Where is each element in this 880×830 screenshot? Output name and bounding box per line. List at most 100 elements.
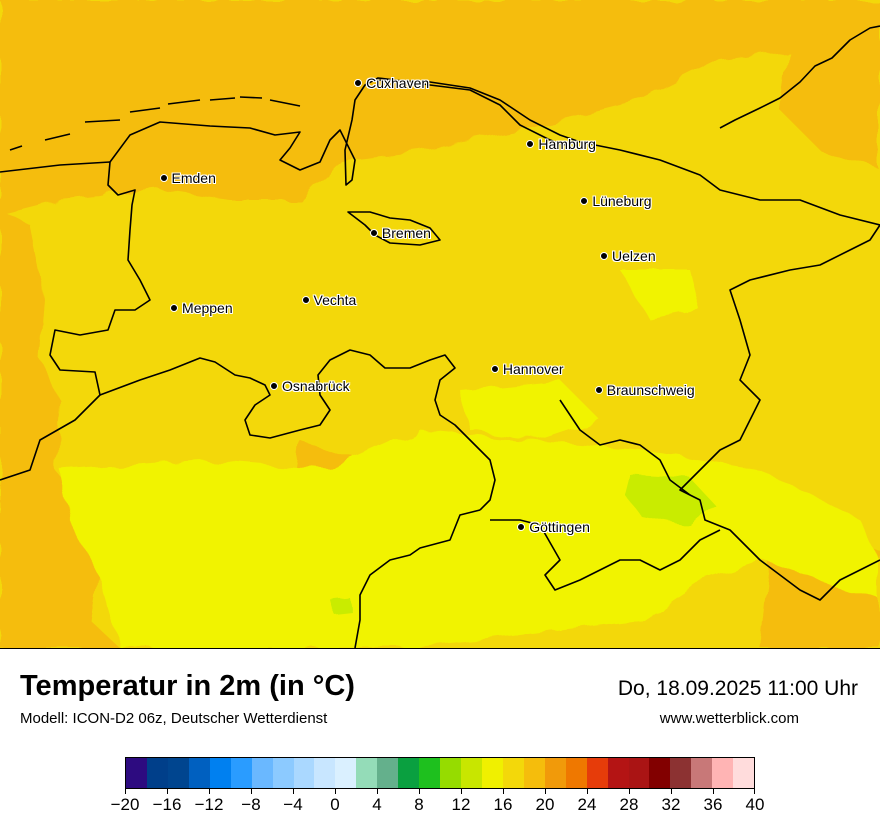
- website-link[interactable]: www.wetterblick.com: [659, 710, 799, 727]
- colorbar-segment: [167, 758, 189, 788]
- city-dot-icon: [594, 385, 603, 394]
- colorbar-segment: [461, 758, 482, 788]
- colorbar-segment: [251, 758, 273, 788]
- colorbar-segment: [188, 758, 210, 788]
- city-dot-icon: [580, 197, 589, 206]
- temperature-field-warm-north: [0, 0, 880, 215]
- colorbar-segment: [293, 758, 315, 788]
- colorbar-segment: [377, 758, 399, 788]
- border-north-east: [719, 25, 880, 129]
- colorbar-tick-label: −4: [283, 795, 303, 814]
- city-marker: Braunschweig: [594, 381, 695, 398]
- colorbar-segment: [126, 758, 147, 788]
- colorbar-tick: [293, 789, 294, 794]
- colorbar-segment: [398, 758, 420, 788]
- city-marker: Vechta: [301, 292, 356, 308]
- colorbar-segment: [628, 758, 650, 788]
- colorbar-segment: [356, 758, 378, 788]
- city-dot-icon: [301, 296, 310, 305]
- colorbar-tick: [587, 789, 588, 794]
- colorbar-tick-label: 0: [330, 795, 340, 814]
- colorbar-tick-label: 16: [493, 795, 513, 814]
- colorbar-segment: [230, 758, 252, 788]
- city-marker: Uelzen: [600, 248, 656, 264]
- city-marker: Göttingen: [517, 519, 590, 535]
- border-east: [679, 224, 880, 601]
- city-marker: Meppen: [170, 300, 233, 316]
- city-marker: Cuxhaven: [354, 75, 429, 91]
- city-marker: Bremen: [369, 225, 431, 242]
- colorbar-tick-label: 12: [451, 795, 471, 814]
- colorbar-segment: [419, 758, 441, 788]
- city-label: Braunschweig: [606, 381, 695, 398]
- colorbar-tick: [545, 789, 546, 794]
- temperature-field-light-east: [620, 270, 700, 320]
- city-dot-icon: [170, 303, 179, 312]
- border-south-hesse: [354, 509, 481, 648]
- city-marker: Osnabrück: [269, 377, 350, 394]
- colorbar-segment: [733, 758, 755, 788]
- border-south-east: [490, 519, 721, 591]
- colorbar-tick-label: 32: [661, 795, 681, 814]
- colorbar-ticks: −20 −16 −12 −8 −4 0 4 8 12 16 20 24 28 32 36 40: [111, 789, 764, 829]
- city-dot-icon: [517, 522, 526, 531]
- colorbar-segment: [146, 758, 168, 788]
- city-dot-icon: [354, 79, 363, 87]
- colorbar-tick-label: 24: [577, 795, 597, 814]
- colorbar-segment: [440, 758, 461, 788]
- city-label: Bremen: [381, 225, 431, 242]
- map-canvas: [0, 0, 880, 648]
- city-label: Emden: [171, 170, 216, 187]
- temperature-field-hotspot: [625, 475, 715, 525]
- colorbar-tick: [419, 789, 420, 794]
- colorbar-tick-label: 4: [372, 795, 382, 814]
- city-marker: Emden: [159, 170, 216, 187]
- temperature-colorbar: [125, 757, 755, 789]
- colorbar-segment: [335, 758, 357, 788]
- colorbar-tick: [461, 789, 462, 794]
- temperature-field-light-center: [460, 380, 600, 440]
- city-label: Osnabrück: [281, 377, 350, 394]
- city-label: Lüneburg: [592, 193, 652, 210]
- colorbar-tick: [713, 789, 714, 794]
- forecast-datetime: Do, 18.09.2025 11:00 Uhr: [617, 677, 858, 700]
- colorbar-segment: [314, 758, 336, 788]
- colorbar-tick: [754, 789, 755, 794]
- colorbar-tick: [335, 789, 336, 794]
- colorbar-tick: [629, 789, 630, 794]
- city-dot-icon: [490, 364, 499, 373]
- coastline-west: [0, 161, 151, 481]
- border-harz: [559, 399, 691, 496]
- city-label: Cuxhaven: [366, 75, 430, 91]
- city-dot-icon: [369, 229, 378, 238]
- city-dot-icon: [526, 139, 535, 148]
- colorbar-tick: [671, 789, 672, 794]
- colorbar-segment: [607, 758, 629, 788]
- model-subtitle: Modell: ICON-D2 06z, Deutscher Wetterdie…: [20, 710, 328, 727]
- city-label: Hannover: [502, 360, 564, 377]
- colorbar-tick-label: 36: [703, 795, 723, 814]
- colorbar-tick-label: 28: [619, 795, 639, 814]
- colorbar-segment: [523, 758, 545, 788]
- city-label: Meppen: [182, 299, 233, 316]
- temperature-map: Cuxhaven Hamburg Emden Lüneburg Bremen Uelzen…: [0, 0, 880, 649]
- city-marker: Hamburg: [526, 136, 596, 152]
- colorbar-segment: [649, 758, 671, 788]
- colorbar-tick: [167, 789, 168, 794]
- coastline-islands: [9, 96, 301, 151]
- city-label: Göttingen: [529, 518, 590, 535]
- map-title: Temperatur in 2m (in °C): [20, 670, 355, 702]
- colorbar-segment: [691, 758, 713, 788]
- city-marker: Hannover: [490, 360, 564, 377]
- temperature-field-warm-east: [780, 30, 880, 170]
- colorbar-tick-label: 8: [414, 795, 424, 814]
- colorbar-segment: [586, 758, 608, 788]
- city-dot-icon: [269, 381, 278, 390]
- colorbar-tick: [209, 789, 210, 794]
- border-osnabrueck-nrw: [99, 349, 496, 511]
- colorbar-tick: [377, 789, 378, 794]
- colorbar-tick-label: 40: [745, 795, 765, 814]
- city-dot-icon: [600, 252, 609, 261]
- colorbar-tick-label: −8: [241, 795, 261, 814]
- colorbar-tick: [251, 789, 252, 794]
